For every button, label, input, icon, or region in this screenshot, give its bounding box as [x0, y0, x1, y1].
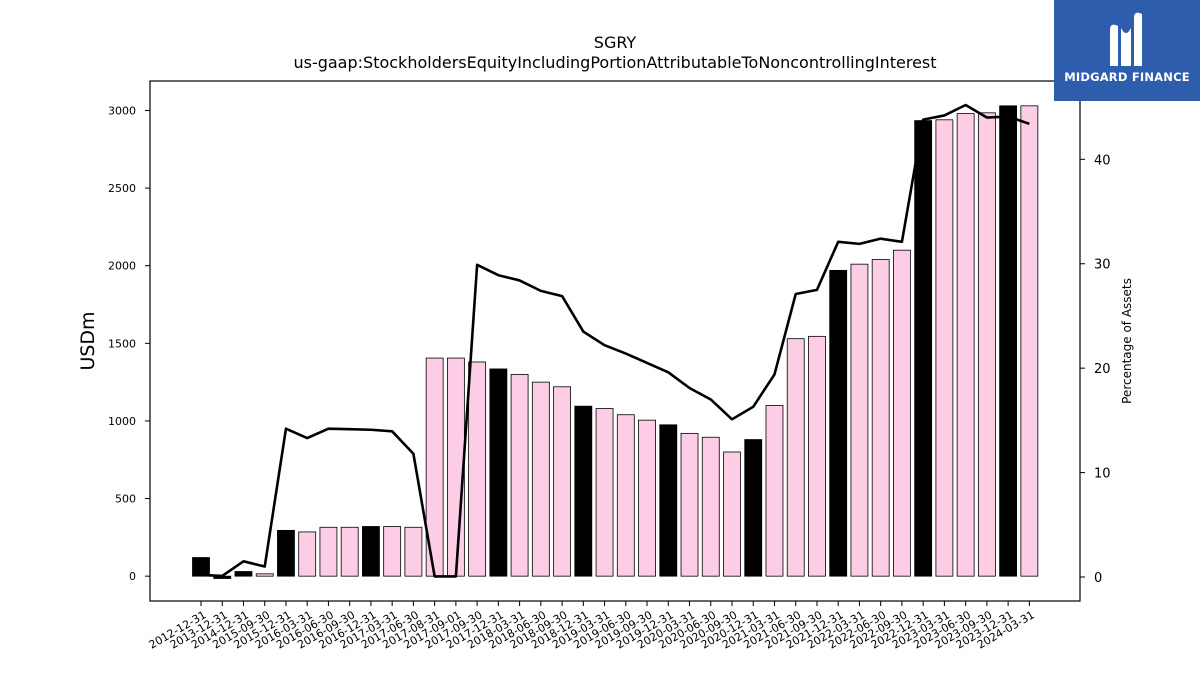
bar-2016-12-31 [362, 526, 380, 577]
y-tick-label: 3000 [108, 104, 136, 117]
percentage-line [200, 103, 1030, 578]
bar-2019-06-30 [616, 414, 635, 577]
logo-mark-icon [1110, 12, 1142, 67]
bar-2019-12-31 [659, 424, 678, 577]
bar-2021-06-30 [786, 338, 805, 577]
bar-2023-06-30 [956, 113, 975, 577]
bar-2015-12-31 [277, 529, 295, 577]
bar-2016-06-30 [319, 526, 338, 577]
y-right-tick-label: 30 [1094, 258, 1111, 273]
bar-2022-06-30 [871, 259, 890, 577]
bar-2017-09-30 [468, 361, 487, 577]
bar-2017-03-31 [383, 526, 402, 577]
y-tick-label: 2500 [108, 182, 136, 195]
bar-2019-03-31 [595, 408, 614, 577]
y-right-tick-label: 20 [1094, 362, 1111, 377]
bar-2017-12-31 [489, 368, 508, 577]
y-tick-label: 1500 [108, 337, 136, 350]
y-tick-label: 500 [115, 493, 136, 506]
bar-2020-03-31 [680, 432, 699, 577]
bar-2012-12-31 [192, 557, 210, 577]
bar-2022-03-31 [850, 263, 869, 577]
bar-2023-12-31 [999, 105, 1018, 577]
logo-text: MIDGARD FINANCE [1064, 70, 1190, 84]
bar-2018-09-30 [553, 386, 571, 577]
bar-2017-06-30 [404, 526, 423, 577]
bar-2017-09-01 [446, 357, 465, 577]
bar-2022-12-31 [914, 120, 933, 577]
bar-2018-06-30 [531, 381, 550, 577]
bar-2021-09-30 [808, 335, 826, 577]
bar-2015-09-30 [255, 573, 274, 577]
y-axis-label: USDm [77, 311, 99, 370]
bar-2020-06-30 [701, 436, 720, 577]
x-axis: 2012-12-312013-12-312014-12-312015-09-30… [147, 601, 1037, 652]
bar-2021-12-31 [829, 269, 848, 577]
bar-2016-09-30 [340, 526, 359, 577]
y-tick-label: 2000 [108, 260, 136, 273]
y-axis-right-label: Percentage of Assets [1120, 278, 1134, 404]
bar-2022-09-30 [893, 249, 911, 577]
y-axis-left: 0 500 1000 1500 2000 2500 3000 [108, 104, 150, 583]
y-tick-label: 0 [129, 570, 136, 583]
bar-2019-09-30 [638, 419, 656, 577]
y-axis-right: 0 10 20 30 40 [1080, 153, 1111, 586]
bar-2016-03-31 [298, 531, 317, 577]
bar-2018-12-31 [574, 405, 593, 577]
bar-2018-03-31 [510, 373, 529, 577]
brand-logo: MIDGARD FINANCE [1054, 0, 1200, 101]
plot-frame [149, 80, 1081, 602]
bar-2021-03-31 [765, 405, 784, 577]
bar-2020-09-30 [723, 451, 741, 577]
bar-2020-12-31 [744, 439, 763, 577]
chart-title: SGRY [594, 33, 637, 52]
bar-2023-03-31 [935, 119, 954, 577]
line-group [200, 103, 1030, 578]
chart-subtitle: us-gaap:StockholdersEquityIncludingPorti… [293, 53, 936, 72]
y-right-tick-label: 40 [1094, 153, 1111, 168]
y-tick-label: 1000 [108, 415, 136, 428]
bar-2024-03-31 [1020, 105, 1039, 577]
bar-2023-09-30 [977, 112, 996, 577]
bar-2014-12-31 [234, 571, 253, 577]
y-right-tick-label: 10 [1094, 467, 1111, 482]
bar-group [192, 105, 1039, 579]
y-right-tick-label: 0 [1094, 571, 1102, 586]
